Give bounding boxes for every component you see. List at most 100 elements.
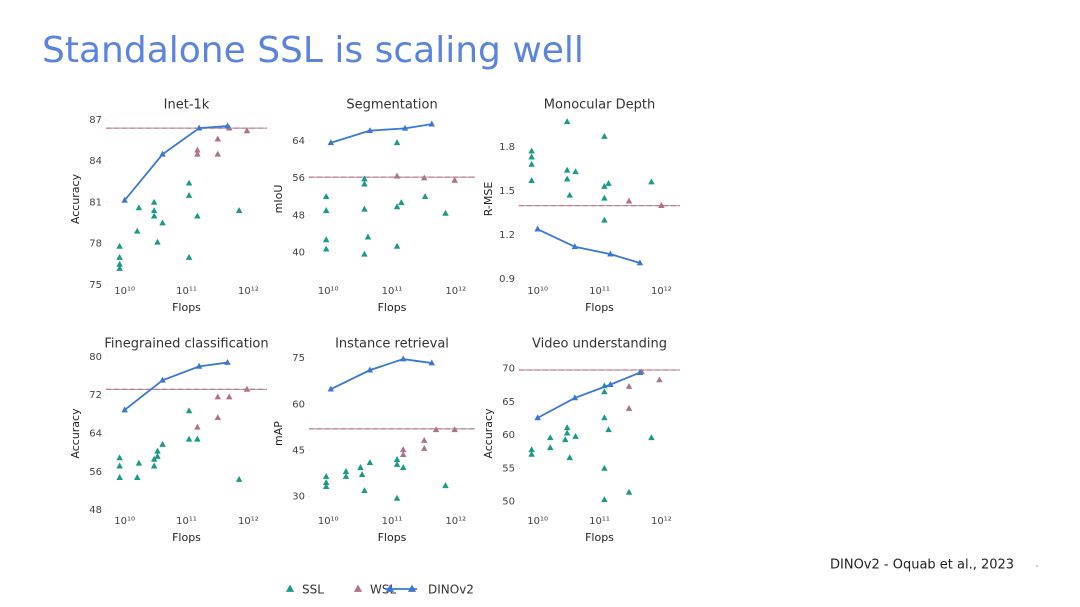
point — [534, 414, 541, 421]
y-tick-label: 75 — [89, 280, 102, 291]
point — [428, 359, 436, 366]
point — [572, 432, 579, 439]
point — [342, 472, 350, 479]
y-tick-label: 64 — [89, 429, 102, 440]
point — [399, 446, 407, 453]
point — [159, 440, 166, 447]
x-tick-label: 10¹⁰ — [114, 516, 135, 527]
x-tick-label: 10¹¹ — [176, 286, 197, 297]
point — [393, 242, 401, 249]
point — [366, 127, 374, 134]
y-tick-label: 60 — [502, 430, 515, 441]
point — [159, 150, 166, 157]
point — [116, 474, 123, 480]
point — [420, 174, 428, 181]
point — [393, 203, 401, 210]
x-tick-label: 10¹⁰ — [527, 286, 548, 297]
legend-marker — [385, 584, 395, 592]
y-tick-label: 87 — [89, 115, 102, 126]
x-axis-label: Flops — [585, 301, 614, 314]
y-tick-label: 80 — [89, 352, 102, 363]
point — [563, 429, 571, 436]
point — [135, 459, 143, 466]
point — [393, 456, 401, 462]
point — [225, 393, 233, 400]
y-axis-label: R-MSE — [482, 182, 495, 217]
point — [194, 212, 201, 219]
y-tick-label: 48 — [292, 210, 305, 221]
y-tick-label: 0.9 — [499, 274, 515, 285]
point — [393, 172, 401, 179]
point — [185, 435, 193, 442]
chart-title: Segmentation — [346, 98, 437, 113]
point — [625, 197, 633, 204]
point — [235, 207, 243, 214]
point — [534, 225, 541, 232]
x-axis-label: Flops — [172, 301, 201, 314]
point — [566, 191, 573, 198]
point — [150, 212, 158, 219]
point — [154, 452, 161, 459]
point — [322, 245, 330, 252]
point — [605, 426, 612, 433]
point — [243, 385, 251, 392]
x-tick-label: 10¹² — [445, 516, 466, 527]
point — [421, 193, 429, 200]
x-axis-label: Flops — [585, 531, 614, 544]
point — [195, 362, 203, 369]
point — [563, 166, 571, 173]
point — [194, 435, 201, 442]
x-tick-label: 10¹² — [651, 286, 672, 297]
y-tick-label: 1.2 — [499, 230, 515, 241]
legend-label: DINOv2 — [428, 583, 474, 597]
point — [442, 209, 449, 216]
y-tick-label: 84 — [89, 156, 102, 167]
point — [322, 193, 330, 200]
y-tick-label: 1.8 — [499, 142, 515, 153]
point — [194, 423, 201, 430]
point — [185, 179, 193, 186]
point — [116, 462, 123, 469]
point — [154, 447, 161, 454]
point — [562, 436, 569, 443]
point — [135, 204, 143, 211]
y-tick-label: 65 — [502, 397, 515, 408]
x-tick-label: 10¹¹ — [589, 516, 610, 527]
point — [607, 381, 614, 387]
point — [366, 366, 374, 373]
y-tick-label: 64 — [292, 136, 305, 147]
x-tick-label: 10¹² — [238, 286, 259, 297]
point — [547, 444, 554, 451]
point — [121, 196, 128, 203]
y-tick-label: 72 — [89, 390, 102, 401]
point — [393, 460, 401, 467]
x-tick-label: 10¹⁰ — [318, 516, 339, 527]
slide-title: Standalone SSL is scaling well — [42, 30, 584, 71]
point — [214, 135, 221, 142]
y-tick-label: 50 — [502, 497, 515, 508]
point — [116, 260, 123, 267]
y-axis-label: mIoU — [272, 185, 285, 214]
point — [322, 472, 330, 479]
point — [322, 483, 330, 490]
point — [601, 216, 608, 223]
y-axis-label: Accuracy — [69, 408, 82, 459]
y-axis-label: Accuracy — [482, 408, 495, 459]
point — [159, 376, 166, 383]
legend-marker — [353, 584, 363, 592]
series-line — [124, 361, 228, 411]
x-tick-label: 10¹² — [651, 516, 672, 527]
point — [656, 376, 663, 383]
point — [357, 464, 364, 470]
y-tick-label: 56 — [292, 173, 305, 184]
point — [563, 118, 571, 125]
series-line — [537, 228, 641, 264]
point — [528, 160, 535, 167]
y-tick-label: 60 — [292, 399, 305, 410]
point — [636, 369, 644, 375]
point — [361, 175, 368, 182]
point — [361, 250, 368, 257]
x-tick-label: 10¹² — [445, 286, 466, 297]
x-tick-label: 10¹¹ — [589, 286, 610, 297]
